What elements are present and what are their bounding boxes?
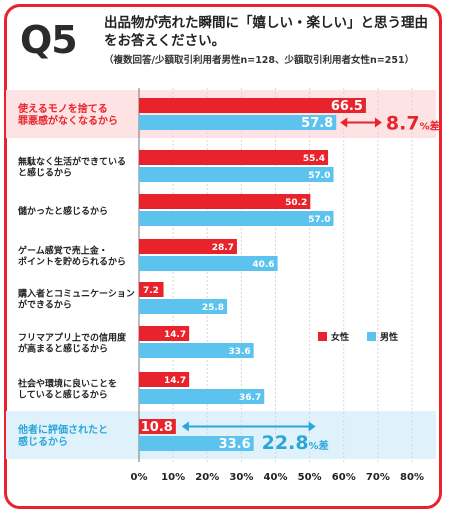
x-tick-label: 60% bbox=[332, 472, 356, 483]
x-tick-label: 10% bbox=[161, 472, 185, 483]
bar-female bbox=[139, 239, 237, 254]
value-label-female: 55.4 bbox=[303, 154, 325, 164]
x-tick-label: 20% bbox=[195, 472, 219, 483]
x-tick-label: 30% bbox=[229, 472, 253, 483]
value-label-female: 7.2 bbox=[143, 286, 159, 296]
bar-male bbox=[139, 389, 265, 404]
bar-female bbox=[139, 194, 311, 209]
category-label: 購入者とコミュニケーション bbox=[17, 288, 135, 300]
legend-swatch-female bbox=[318, 332, 327, 341]
value-label-female: 14.7 bbox=[164, 330, 186, 340]
arrow-head bbox=[181, 421, 189, 432]
category-label: 無駄なく生活ができている bbox=[18, 156, 126, 168]
category-label: 使えるモノを捨てる bbox=[17, 102, 108, 115]
bar-male bbox=[139, 343, 254, 358]
category-label: 社会や環境に良いことを bbox=[17, 378, 117, 390]
value-label-male: 57.0 bbox=[308, 215, 330, 225]
bar-male bbox=[139, 256, 278, 271]
difference-label: 8.7%差 bbox=[386, 113, 440, 135]
bar-female bbox=[139, 419, 176, 434]
category-label: 罪悪感がなくなるから bbox=[18, 114, 118, 127]
category-label: が高まると感じるから bbox=[18, 343, 108, 355]
category-label: していると感じるから bbox=[18, 389, 108, 401]
value-label-female: 10.8 bbox=[141, 420, 173, 435]
x-tick-label: 80% bbox=[400, 472, 424, 483]
x-tick-label: 70% bbox=[366, 472, 390, 483]
value-label-male: 57.0 bbox=[308, 171, 330, 181]
chart-subtitle: （複数回答/少額取引利用者男性n=128、少額取引利用者女性n=251） bbox=[104, 55, 415, 66]
arrow-head bbox=[340, 117, 348, 128]
bar-female bbox=[139, 326, 190, 341]
value-label-male: 33.6 bbox=[228, 347, 250, 357]
category-label: と感じるから bbox=[18, 167, 72, 179]
value-label-female: 14.7 bbox=[164, 376, 186, 386]
category-label: ゲーム感覚で売上金・ bbox=[18, 245, 108, 257]
x-tick-label: 0% bbox=[131, 472, 148, 483]
question-number: Q5 bbox=[20, 18, 78, 62]
value-label-female: 50.2 bbox=[285, 198, 307, 208]
value-label-female: 28.7 bbox=[212, 243, 234, 253]
bar-female bbox=[139, 150, 329, 165]
value-label-male: 57.8 bbox=[301, 116, 333, 131]
difference-label: 22.8%差 bbox=[262, 432, 329, 454]
bar-female bbox=[139, 98, 366, 113]
x-tick-label: 50% bbox=[298, 472, 322, 483]
value-label-male: 33.6 bbox=[219, 437, 251, 452]
bar-female bbox=[139, 372, 190, 387]
arrow-head bbox=[374, 117, 382, 128]
bar-female bbox=[139, 282, 164, 297]
legend-label-male: 男性 bbox=[380, 331, 398, 343]
category-label: フリマアプリ上での信用度 bbox=[18, 332, 127, 344]
bar-male bbox=[139, 167, 334, 182]
chart-title: 出品物が売れた瞬間に「嬉しい・楽しい」と思う理由をお答えください。 bbox=[104, 15, 428, 49]
legend-label-female: 女性 bbox=[331, 331, 349, 343]
value-label-male: 25.8 bbox=[202, 303, 224, 313]
value-label-male: 40.6 bbox=[252, 260, 274, 270]
bar-male bbox=[139, 299, 228, 314]
category-label: ポイントを貯められるから bbox=[18, 256, 126, 268]
legend-swatch-male bbox=[367, 332, 376, 341]
arrow-head bbox=[308, 421, 316, 432]
value-label-male: 36.7 bbox=[239, 393, 261, 403]
category-label: 儲かったと感じるから bbox=[17, 205, 108, 217]
bar-male bbox=[139, 211, 334, 226]
value-label-female: 66.5 bbox=[331, 99, 363, 114]
bar-male bbox=[139, 436, 254, 451]
category-label: 他者に評価されたと bbox=[17, 423, 108, 436]
category-label: 感じるから bbox=[18, 435, 68, 448]
bar-male bbox=[139, 115, 337, 130]
x-tick-label: 40% bbox=[264, 472, 288, 483]
category-label: ができるから bbox=[18, 299, 72, 311]
